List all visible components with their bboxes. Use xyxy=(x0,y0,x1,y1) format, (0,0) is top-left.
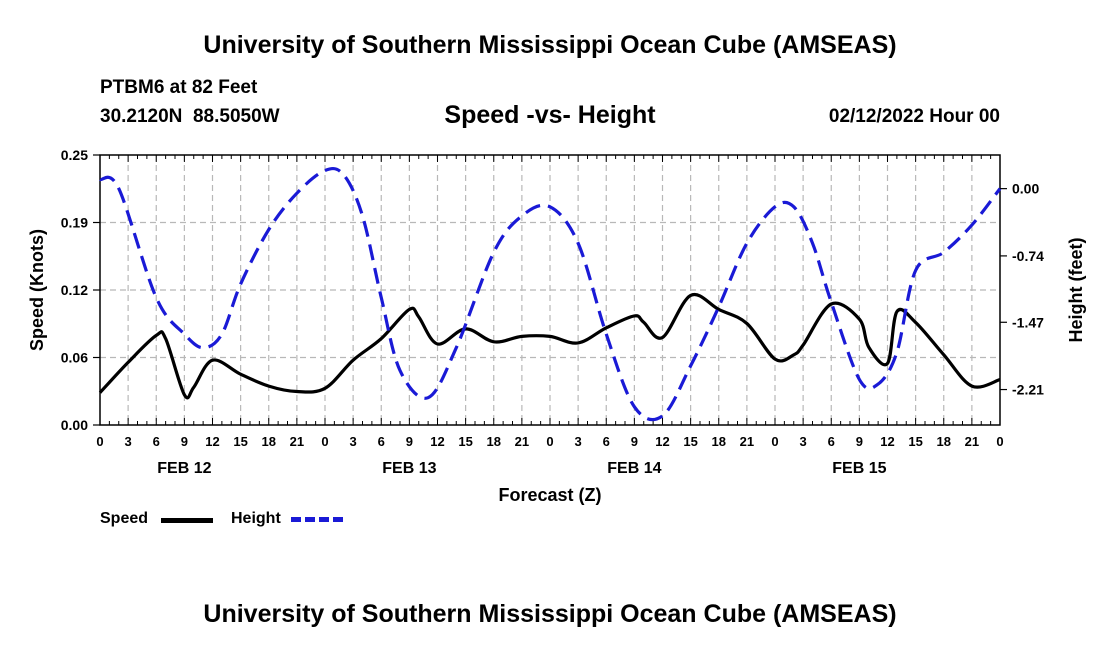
x-tick-label: 15 xyxy=(683,434,697,449)
x-tick-label: 15 xyxy=(458,434,472,449)
x-axis-label: Forecast (Z) xyxy=(498,485,601,505)
x-tick-label: 3 xyxy=(350,434,357,449)
x-tick-label: 18 xyxy=(487,434,501,449)
x-tick-label: 21 xyxy=(290,434,304,449)
y-left-tick-label: 0.00 xyxy=(61,417,88,433)
y-right-tick-label: -2.21 xyxy=(1012,382,1044,398)
x-tick-label: 9 xyxy=(181,434,188,449)
y-left-tick-label: 0.12 xyxy=(61,282,88,298)
x-date-label: FEB 13 xyxy=(382,460,436,477)
y-right-tick-label: -1.47 xyxy=(1012,314,1044,330)
x-tick-label: 18 xyxy=(937,434,951,449)
y-left-tick-label: 0.06 xyxy=(61,350,88,366)
legend-height-swatch xyxy=(291,517,343,522)
x-tick-label: 3 xyxy=(125,434,132,449)
station-label: PTBM6 at 82 Feet xyxy=(100,77,258,98)
y-right-tick-label: -0.74 xyxy=(1012,248,1044,264)
x-tick-label: 12 xyxy=(430,434,444,449)
x-tick-label: 9 xyxy=(406,434,413,449)
page-title: University of Southern Mississippi Ocean… xyxy=(203,31,897,59)
x-tick-label: 18 xyxy=(262,434,276,449)
y-right-tick-label: 0.00 xyxy=(1012,181,1039,197)
x-tick-label: 21 xyxy=(740,434,754,449)
x-tick-label: 15 xyxy=(908,434,922,449)
legend-speed-label: Speed xyxy=(100,510,149,527)
x-tick-label: 0 xyxy=(321,434,328,449)
legend-speed-swatch xyxy=(161,518,213,523)
x-tick-label: 12 xyxy=(880,434,894,449)
x-tick-label: 6 xyxy=(153,434,160,449)
x-tick-label: 0 xyxy=(96,434,103,449)
x-date-label: FEB 14 xyxy=(607,460,661,477)
series-line-speed xyxy=(98,292,1001,400)
series-line-height xyxy=(99,166,1002,422)
y-right-axis-label: Height (feet) xyxy=(1066,238,1086,343)
y-left-tick-label: 0.19 xyxy=(61,215,88,231)
x-tick-label: 6 xyxy=(378,434,385,449)
x-tick-label: 15 xyxy=(233,434,247,449)
coordinates-label: 30.2120N 88.5050W xyxy=(100,106,280,127)
x-tick-label: 6 xyxy=(603,434,610,449)
forecast-datetime: 02/12/2022 Hour 00 xyxy=(828,106,1000,127)
x-tick-label: 3 xyxy=(575,434,582,449)
y-left-tick-label: 0.25 xyxy=(61,147,88,163)
x-tick-label: 6 xyxy=(828,434,835,449)
x-tick-label: 9 xyxy=(856,434,863,449)
x-tick-label: 12 xyxy=(655,434,669,449)
x-tick-label: 21 xyxy=(515,434,529,449)
x-tick-label: 0 xyxy=(771,434,778,449)
chart-title: Speed -vs- Height xyxy=(444,101,656,129)
footer-title: University of Southern Mississippi Ocean… xyxy=(203,600,897,628)
x-date-label: FEB 12 xyxy=(157,460,211,477)
x-tick-label: 12 xyxy=(205,434,219,449)
x-tick-label: 21 xyxy=(965,434,979,449)
x-tick-label: 3 xyxy=(800,434,807,449)
x-date-label: FEB 15 xyxy=(832,460,886,477)
legend-height-label: Height xyxy=(231,510,281,527)
x-tick-label: 0 xyxy=(546,434,553,449)
x-tick-label: 9 xyxy=(631,434,638,449)
x-tick-label: 0 xyxy=(996,434,1003,449)
x-tick-label: 18 xyxy=(712,434,726,449)
y-left-axis-label: Speed (Knots) xyxy=(27,229,47,351)
